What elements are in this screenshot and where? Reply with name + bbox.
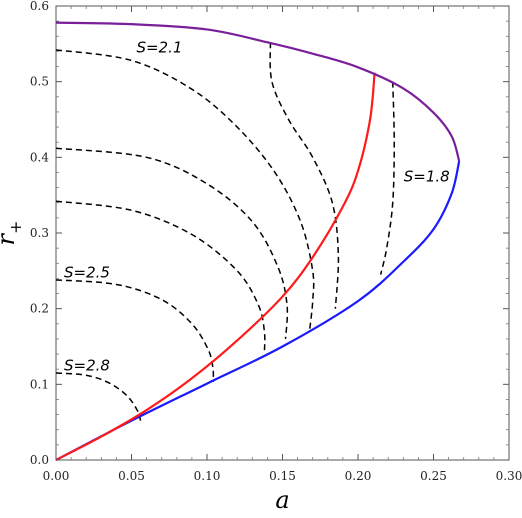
y-tick-label: 0.4 — [30, 150, 49, 164]
entropy-annotation: S=2.8 — [64, 356, 110, 374]
x-tick-label: 0.10 — [194, 469, 221, 483]
y-axis-label: r+ — [0, 221, 25, 246]
x-tick-label: 0.20 — [345, 469, 372, 483]
dashed-entropy-contour — [379, 81, 395, 275]
dashed-entropy-contour — [55, 147, 289, 339]
y-axis-label-subscript: + — [6, 221, 25, 234]
entropy-annotation: S=1.8 — [404, 167, 450, 185]
dashed-entropy-contour — [55, 279, 215, 383]
outer-purple-curve — [55, 21, 461, 162]
y-axis-label-main: r — [0, 232, 20, 245]
lower-blue-curve — [55, 160, 461, 461]
y-tick-label: 0.3 — [30, 226, 49, 240]
dashed-entropy-contour — [269, 42, 340, 309]
x-tick-label: 0.15 — [269, 469, 296, 483]
y-tick-label: 0.5 — [30, 75, 49, 89]
x-tick-label: 0.30 — [496, 469, 522, 483]
entropy-annotation: S=2.1 — [136, 39, 182, 57]
plot-frame — [55, 5, 510, 461]
x-axis-label: a — [275, 486, 289, 514]
y-tick-label: 0.2 — [30, 302, 49, 316]
y-tick-label: 0.6 — [30, 0, 49, 13]
y-tick-label: 0.0 — [30, 453, 49, 467]
entropy-annotation: S=2.5 — [64, 263, 110, 281]
x-tick-label: 0.00 — [43, 469, 70, 483]
red-curve — [55, 72, 376, 461]
x-tick-label: 0.05 — [118, 469, 145, 483]
x-tick-label: 0.25 — [420, 469, 447, 483]
dashed-entropy-contour — [55, 49, 315, 330]
y-tick-label: 0.1 — [30, 377, 49, 391]
dashed-entropy-contour — [55, 372, 142, 421]
